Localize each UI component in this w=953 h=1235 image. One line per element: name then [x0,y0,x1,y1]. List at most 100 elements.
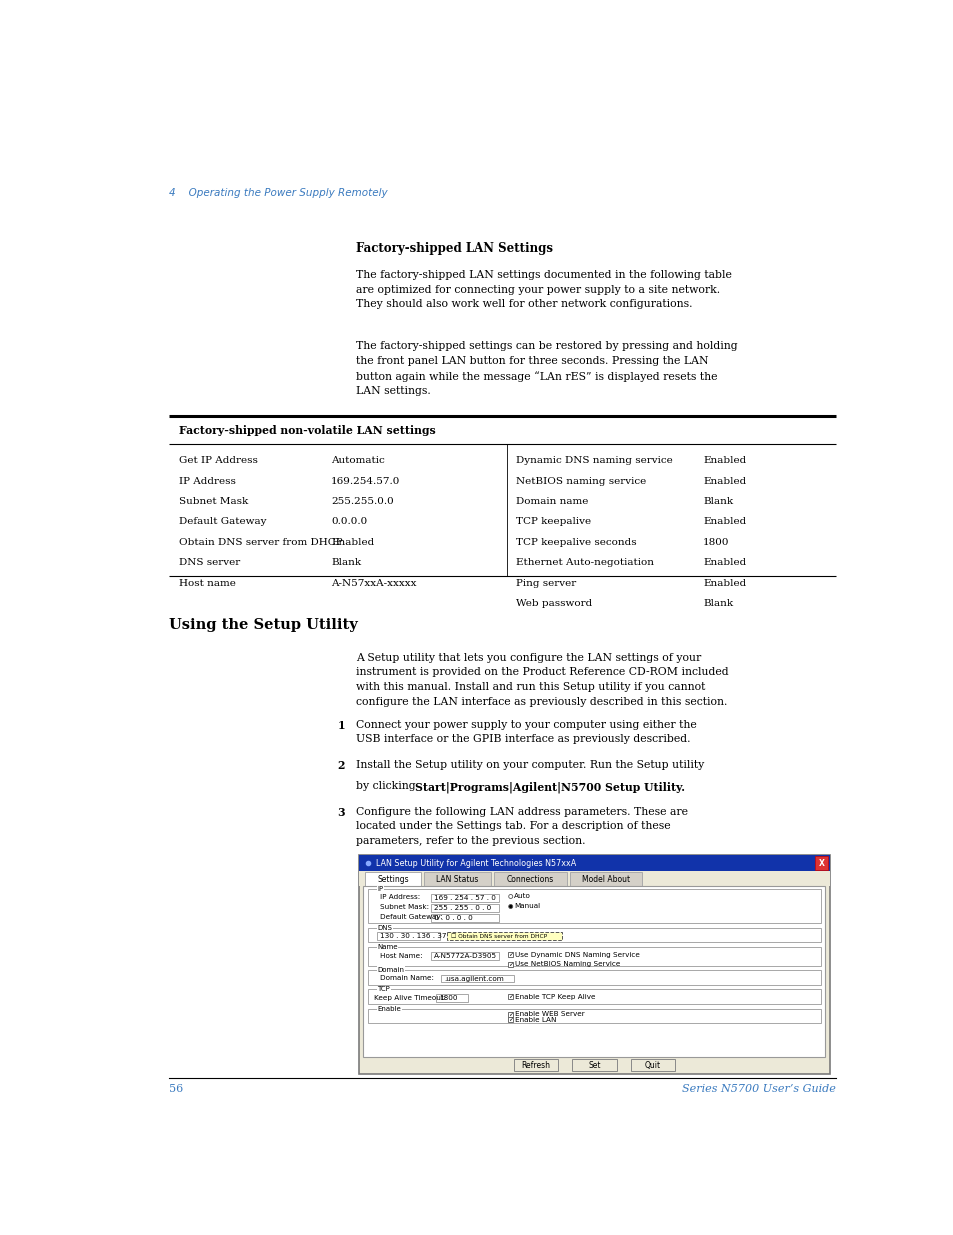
Text: Host Name:: Host Name: [379,953,422,958]
Text: Enable: Enable [376,1005,400,1011]
Text: Enable LAN: Enable LAN [515,1016,556,1023]
Bar [569,872,641,887]
Bar [436,994,468,1002]
Text: Enabled: Enabled [702,477,745,485]
Text: A-N57xxA-xxxxx: A-N57xxA-xxxxx [331,579,416,588]
Bar [508,994,513,999]
Text: LAN Status: LAN Status [436,876,478,884]
Text: TCP: TCP [376,987,390,993]
Text: X: X [818,858,823,868]
Text: IP: IP [376,887,383,893]
Text: ✓: ✓ [508,962,513,967]
Text: A Setup utility that lets you configure the LAN settings of your
instrument is p: A Setup utility that lets you configure … [356,652,728,706]
Text: Enabled: Enabled [702,558,745,567]
Bar [431,952,498,960]
Text: Factory-shipped non-volatile LAN settings: Factory-shipped non-volatile LAN setting… [179,425,436,436]
Text: DNS server: DNS server [179,558,240,567]
Text: NetBIOS naming service: NetBIOS naming service [516,477,645,485]
Text: Domain name: Domain name [516,496,588,506]
Bar [508,1011,513,1016]
Text: 255.255.0.0: 255.255.0.0 [331,496,394,506]
Text: Domain: Domain [376,967,404,973]
Text: Use NetBIOS Naming Service: Use NetBIOS Naming Service [515,961,619,967]
Text: Get IP Address: Get IP Address [179,456,258,466]
Text: Blank: Blank [702,599,732,608]
Bar [508,952,513,957]
Bar [431,894,498,902]
Text: Dynamic DNS naming service: Dynamic DNS naming service [516,456,672,466]
Text: Blank: Blank [331,558,361,567]
Text: ✓: ✓ [508,952,513,957]
Text: IP Address: IP Address [179,477,236,485]
Text: Enable TCP Keep Alive: Enable TCP Keep Alive [515,994,595,999]
Text: Enabled: Enabled [702,579,745,588]
Bar [513,1060,558,1072]
Text: LAN Setup Utility for Agilent Technologies N57xxA: LAN Setup Utility for Agilent Technologi… [375,858,576,868]
Text: Auto: Auto [514,893,531,899]
Text: A-N5772A-D3905: A-N5772A-D3905 [434,953,497,960]
Text: Use Dynamic DNS Naming Service: Use Dynamic DNS Naming Service [515,952,639,958]
Text: 169 . 254 . 57 . 0: 169 . 254 . 57 . 0 [434,895,496,900]
Text: Obtain DNS server from DHCP: Obtain DNS server from DHCP [179,537,343,547]
Text: Domain Name:: Domain Name: [379,976,433,982]
Text: Connections: Connections [506,876,554,884]
Bar [814,856,827,871]
Text: Enabled: Enabled [702,456,745,466]
Text: Ethernet Auto-negotiation: Ethernet Auto-negotiation [516,558,653,567]
Text: Configure the following LAN address parameters. These are
located under the Sett: Configure the following LAN address para… [356,806,688,846]
Text: Manual: Manual [514,904,540,909]
Text: Set: Set [588,1061,600,1070]
Text: ✓: ✓ [508,1018,513,1023]
Text: Blank: Blank [702,496,732,506]
Text: Quit: Quit [644,1061,660,1070]
Text: TCP keepalive: TCP keepalive [516,517,590,526]
Text: TCP keepalive seconds: TCP keepalive seconds [516,537,636,547]
Text: by clicking: by clicking [356,782,419,792]
Text: 1800: 1800 [702,537,729,547]
Text: 3: 3 [336,806,344,818]
Bar [368,947,820,966]
Text: Enabled: Enabled [702,517,745,526]
Text: 56: 56 [170,1084,183,1094]
Bar [508,962,513,967]
Bar [494,872,566,887]
Text: 0 . 0 . 0 . 0: 0 . 0 . 0 . 0 [434,915,473,921]
Bar [431,904,498,911]
Bar [440,974,514,983]
Text: The factory-shipped settings can be restored by pressing and holding
the front p: The factory-shipped settings can be rest… [356,341,738,396]
Text: Enable WEB Server: Enable WEB Server [515,1011,584,1018]
Text: Using the Setup Utility: Using the Setup Utility [170,618,357,632]
Text: 1800: 1800 [438,995,456,1000]
Text: Series N5700 User’s Guide: Series N5700 User’s Guide [681,1084,836,1094]
Bar [508,1018,513,1023]
Bar [431,914,498,921]
Text: Settings: Settings [376,876,408,884]
Text: Default Gateway: Default Gateway [179,517,267,526]
Text: Default Gateway:: Default Gateway: [379,914,442,920]
Text: 0.0.0.0: 0.0.0.0 [331,517,367,526]
Text: Web password: Web password [516,599,592,608]
Text: ✓: ✓ [508,1011,513,1016]
Text: ✓: ✓ [508,994,513,999]
Text: 2: 2 [336,761,344,772]
Bar [368,989,820,1004]
Text: 1: 1 [336,720,344,731]
Text: Keep Alive Timeout:: Keep Alive Timeout: [374,994,446,1000]
Text: Install the Setup utility on your computer. Run the Setup utility: Install the Setup utility on your comput… [356,761,704,771]
Text: Name: Name [376,944,397,950]
Text: Connect your power supply to your computer using either the
USB interface or the: Connect your power supply to your comput… [356,720,697,745]
Bar [358,855,829,1073]
Text: Subnet Mask: Subnet Mask [179,496,249,506]
Text: Automatic: Automatic [331,456,384,466]
Text: ☐ Obtain DNS server from DHCP: ☐ Obtain DNS server from DHCP [451,934,547,939]
Text: Factory-shipped LAN Settings: Factory-shipped LAN Settings [356,242,553,256]
Bar [358,855,829,871]
Bar [423,872,491,887]
Text: .usa.agilent.com: .usa.agilent.com [444,976,503,982]
Bar [446,932,561,940]
Bar [572,1060,616,1072]
Bar [368,927,820,942]
Text: Refresh: Refresh [521,1061,550,1070]
Text: Subnet Mask:: Subnet Mask: [379,904,428,910]
Text: Host name: Host name [179,579,236,588]
